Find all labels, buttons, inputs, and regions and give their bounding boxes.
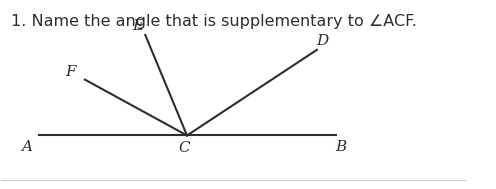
Text: 1. Name the angle that is supplementary to ∠ACF.: 1. Name the angle that is supplementary … <box>11 14 417 29</box>
Text: B: B <box>335 140 347 154</box>
Text: F: F <box>65 65 76 79</box>
Text: A: A <box>21 140 32 154</box>
Text: E: E <box>133 19 144 33</box>
Text: D: D <box>316 34 329 48</box>
Text: C: C <box>179 141 190 155</box>
